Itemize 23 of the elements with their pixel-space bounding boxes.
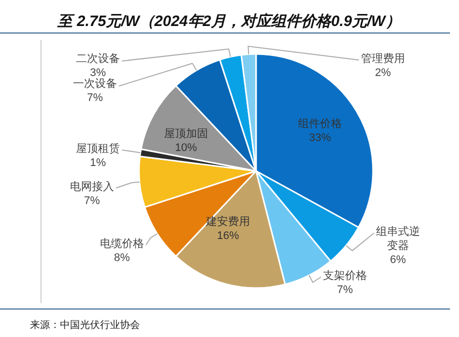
slice-label: 支架价格 [323,269,367,282]
slice-label: 屋顶租赁 [76,142,120,155]
data-label: 6% [390,254,406,266]
data-label: 1% [90,157,106,169]
data-label: 33% [308,132,332,144]
data-label: 7% [337,284,354,296]
chart-title: 至 2.75元/W（2024年2月，对应组件价格0.9元/W） [56,12,400,30]
data-label: 7% [84,195,100,207]
data-label: 8% [114,252,130,264]
slice-label: 屋顶加固 [164,127,208,140]
slice-label: 组串式逆变器 [376,225,420,252]
data-label: 2% [375,67,392,79]
slice-label: 电缆价格 [100,237,144,250]
source-note: 来源：中国光伏行业协会 [30,319,140,331]
slice-label: 二次设备 [76,53,120,65]
data-label: 7% [87,92,104,104]
slice-label: 一次设备 [73,78,117,90]
data-label: 3% [90,67,106,79]
slice-label: 电网接入 [70,180,114,193]
data-label: 10% [174,142,198,154]
data-label: 16% [216,230,240,242]
slice-label: 管理费用 [361,52,405,65]
slice-label: 组件价格 [298,118,342,130]
